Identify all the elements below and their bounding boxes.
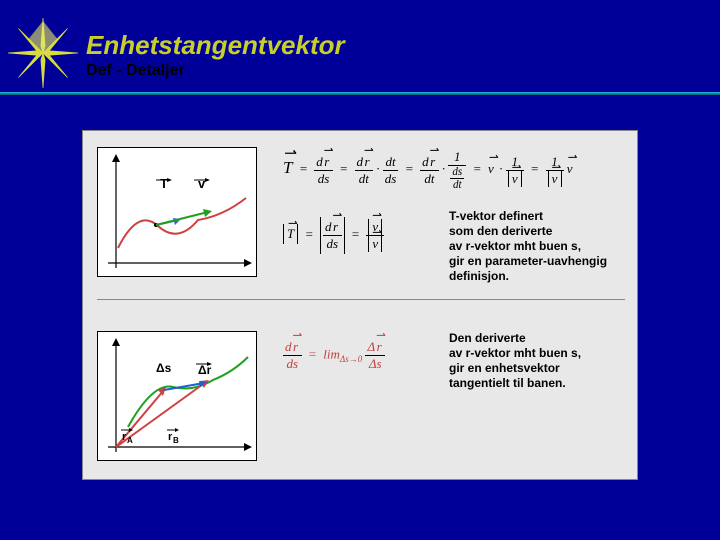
equation-magnitude: T = drds = vv: [283, 217, 384, 254]
desc1-line: som den deriverte: [449, 224, 552, 238]
desc1-line: T-vektor definert: [449, 209, 543, 223]
svg-text:A: A: [127, 436, 133, 445]
star-icon: [8, 18, 78, 88]
equation-limit: drds = limΔs→0 ΔrΔs: [283, 339, 385, 372]
desc2-line: av r-vektor mht buen s,: [449, 346, 581, 360]
svg-text:T: T: [160, 176, 168, 191]
desc2-line: tangentielt til banen.: [449, 376, 566, 390]
panel-divider: [97, 299, 625, 300]
page-subtitle: Def - Detaljer: [86, 62, 185, 80]
svg-text:B: B: [173, 436, 179, 445]
svg-text:v: v: [198, 176, 206, 191]
page-title: Enhetstangentvektor: [86, 30, 345, 61]
desc1-line: av r-vektor mht buen s,: [449, 239, 581, 253]
svg-text:Δs: Δs: [156, 361, 172, 375]
desc1-line: gir en parameter-uavhengig: [449, 254, 607, 268]
graph-tangent-vector: T v: [97, 147, 257, 277]
equation-main: T = drds = drdt · dtds = drdt · 1dsdt = …: [283, 149, 575, 191]
graph-delta-r: Δs Δr r A r B: [97, 331, 257, 461]
desc1-line: definisjon.: [449, 269, 509, 283]
desc2-line: Den deriverte: [449, 331, 526, 345]
horizontal-rule: [0, 92, 720, 95]
description-1: T-vektor definert som den deriverte av r…: [449, 209, 607, 284]
desc2-line: gir en enhetsvektor: [449, 361, 560, 375]
svg-text:Δr: Δr: [198, 363, 212, 377]
content-panel: T v T = drds = drdt · dtds = drdt · 1dsd…: [82, 130, 638, 480]
description-2: Den deriverte av r-vektor mht buen s, gi…: [449, 331, 581, 391]
